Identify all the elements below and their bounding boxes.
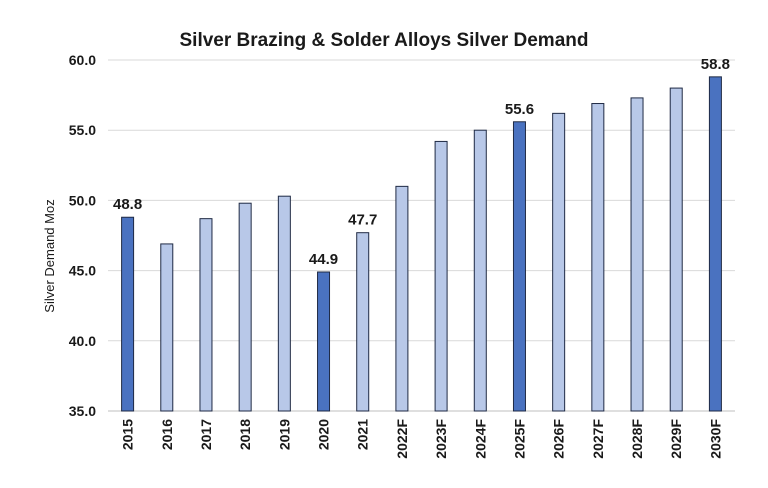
bar-2016	[160, 243, 174, 412]
bar-2026f	[552, 112, 566, 412]
chart-title: Silver Brazing & Solder Alloys Silver De…	[179, 30, 589, 51]
data-label: 44.9	[309, 251, 338, 268]
bar-2017	[199, 218, 213, 412]
x-tick-label: 2029F	[668, 419, 684, 459]
x-tick-label: 2019	[276, 419, 292, 450]
bar-2028f	[630, 97, 644, 412]
data-label: 48.8	[113, 196, 142, 213]
x-tick-label: 2016	[159, 419, 175, 450]
x-tick-label: 2028F	[629, 419, 645, 459]
x-tick-label: 2021	[355, 419, 371, 450]
bar-2018	[238, 202, 252, 412]
y-tick-label: 60.0	[69, 52, 96, 68]
x-tick-label: 2018	[237, 419, 253, 450]
bar-2023f	[434, 140, 448, 412]
y-tick-label: 55.0	[69, 122, 96, 138]
x-tick-label: 2027F	[590, 419, 606, 459]
bar-2027f	[591, 103, 605, 412]
bar-2019	[277, 195, 291, 412]
bar-2020	[317, 271, 331, 412]
x-tick-label: 2017	[198, 419, 214, 450]
bar-2025f	[512, 121, 526, 412]
bar-2029f	[669, 87, 683, 412]
x-tick-label: 2024F	[472, 419, 488, 459]
data-label: 55.6	[505, 101, 534, 118]
data-label: 58.8	[701, 56, 730, 73]
y-tick-label: 40.0	[69, 333, 96, 349]
x-tick-label: 2020	[316, 419, 332, 450]
data-label: 47.7	[348, 212, 377, 229]
y-tick-label: 50.0	[69, 192, 96, 208]
bar-2022f	[395, 185, 409, 412]
x-tick-label: 2026F	[551, 419, 567, 459]
x-tick-label: 2022F	[394, 419, 410, 459]
x-tick-label: 2025F	[511, 419, 527, 459]
y-tick-label: 35.0	[69, 403, 96, 419]
bar-2015	[121, 216, 135, 412]
y-axis-title: Silver Demand Moz	[42, 199, 57, 312]
bar-2024f	[473, 129, 487, 412]
y-tick-label: 45.0	[69, 263, 96, 279]
x-tick-label: 2015	[120, 419, 136, 450]
x-tick-label: 2023F	[433, 419, 449, 459]
bar-2030f	[708, 76, 722, 412]
bar-2021	[356, 232, 370, 412]
x-tick-label: 2030F	[707, 419, 723, 459]
